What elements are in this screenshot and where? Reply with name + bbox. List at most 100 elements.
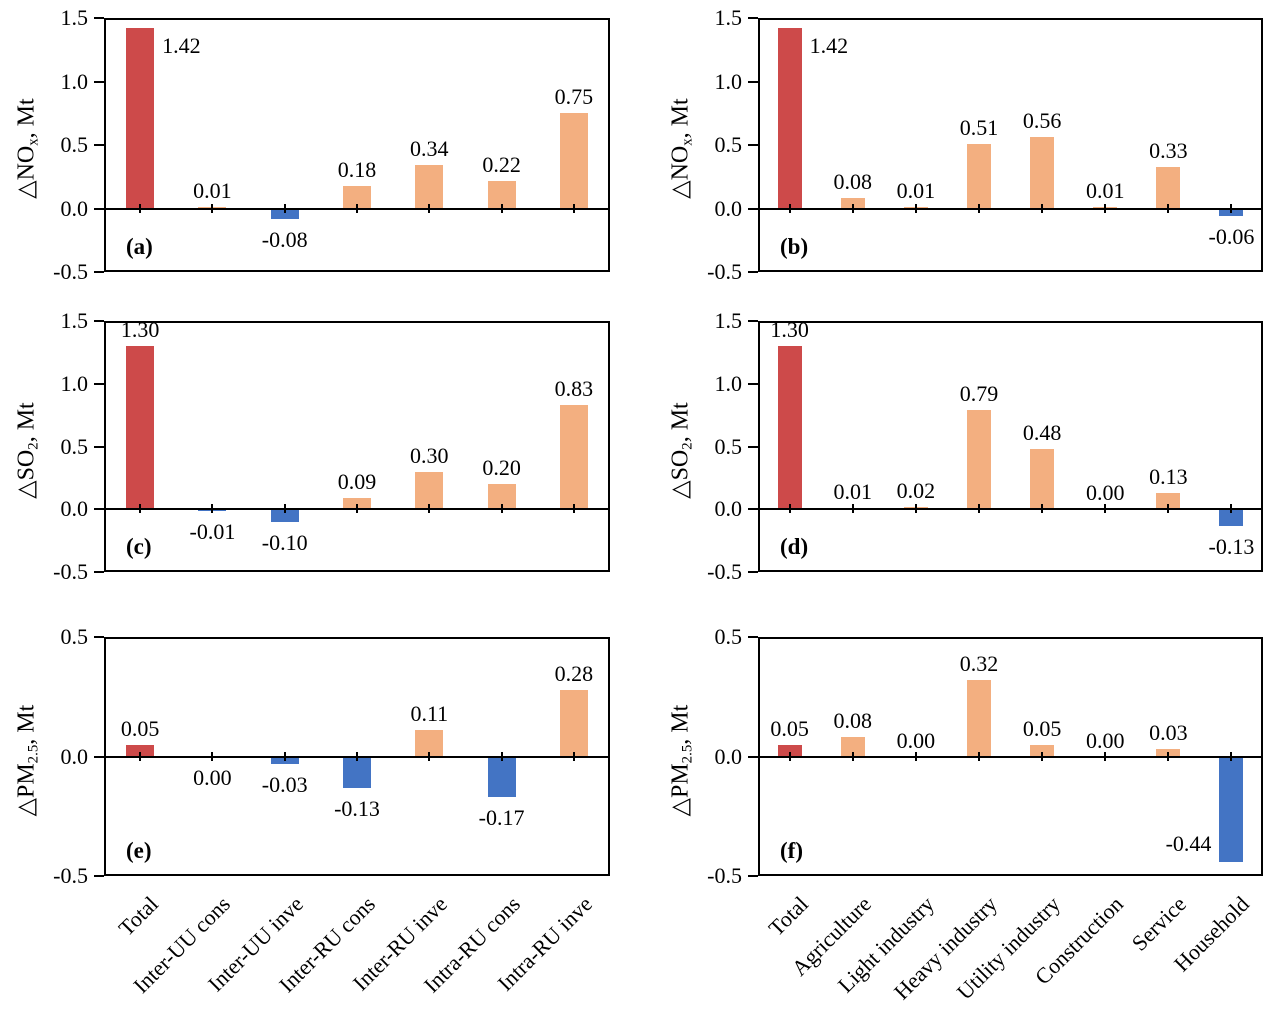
y-axis-label: △NOx, Mt [666, 0, 701, 299]
value-label: 0.05 [1022, 715, 1062, 741]
y-axis-label-prefix: △NO [667, 145, 694, 199]
y-axis-label-subscript: x [679, 138, 696, 146]
value-label: 1.30 [120, 317, 160, 343]
bar-total [777, 744, 802, 757]
y-axis-label-suffix: , Mt [13, 704, 40, 745]
y-tick-mark [748, 445, 758, 448]
y-tick-mark [94, 271, 104, 273]
y-tick-mark [748, 508, 758, 511]
bar-inter-ru-inve [415, 165, 444, 209]
value-label: 0.03 [1149, 720, 1188, 746]
zero-axis-line [758, 207, 1263, 210]
panel-letter: (e) [126, 838, 152, 863]
y-axis-label-suffix: , Mt [667, 98, 694, 139]
value-label: 0.08 [833, 708, 872, 734]
value-label: 0.22 [482, 151, 521, 177]
value-label: 0.09 [337, 468, 377, 494]
value-label: 0.51 [959, 114, 999, 140]
y-axis-label: △SO2, Mt [666, 300, 701, 600]
y-tick-mark [94, 207, 104, 210]
x-tick-mark [283, 751, 286, 761]
value-label: 0.30 [410, 442, 449, 468]
x-tick-mark [977, 203, 980, 213]
x-tick-mark [1041, 504, 1044, 514]
x-tick-mark [914, 751, 917, 761]
y-tick-mark [94, 80, 104, 83]
zero-axis-line [758, 755, 1263, 758]
x-tick-mark [1167, 504, 1170, 514]
bar-total [126, 744, 155, 757]
x-tick-mark [428, 203, 431, 213]
bar-total [126, 28, 155, 209]
bar-utility-industry [1030, 137, 1055, 209]
y-tick-label: 0.0 [60, 496, 89, 522]
value-label: 0.56 [1022, 108, 1062, 134]
x-tick-mark [851, 203, 854, 213]
y-axis-label-suffix: , Mt [13, 401, 40, 442]
y-tick-mark [748, 571, 758, 573]
x-tick-mark [428, 504, 431, 514]
value-label: 0.02 [896, 477, 936, 503]
x-tick-mark [1230, 504, 1233, 514]
y-tick-mark [94, 382, 104, 385]
y-axis-label-prefix: △SO [13, 449, 40, 499]
x-tick-mark [500, 504, 503, 514]
y-axis-label-suffix: , Mt [667, 401, 694, 442]
plot-box-c [104, 321, 610, 572]
y-axis-label-subscript: x [25, 138, 42, 146]
x-tick-mark [1104, 751, 1107, 761]
value-label: 0.01 [896, 178, 936, 204]
x-tick-mark [788, 203, 791, 213]
x-tick-mark [356, 504, 358, 514]
x-tick-mark [139, 504, 142, 514]
value-label: 0.01 [833, 478, 872, 504]
bar-total [126, 346, 155, 510]
y-axis-label: △PM2.5, Mt [666, 610, 701, 910]
y-tick-mark [748, 755, 758, 758]
bar-heavy-industry [966, 680, 991, 757]
bar-intra-ru-inve [559, 405, 588, 510]
value-label: -0.44 [1165, 830, 1212, 856]
value-label: 0.79 [959, 381, 999, 407]
x-tick-mark [139, 203, 142, 213]
plot-box-d [758, 321, 1263, 572]
y-axis-label-subscript: 2 [679, 441, 696, 450]
value-label: 0.34 [410, 136, 449, 162]
value-label: 0.00 [896, 727, 936, 753]
y-tick-label: -0.5 [707, 559, 742, 584]
value-label: 0.05 [120, 715, 160, 741]
y-tick-label: 0.5 [714, 433, 743, 459]
y-tick-label: 0.0 [60, 743, 89, 769]
y-axis-label: △SO2, Mt [12, 300, 47, 600]
value-label: 0.13 [1149, 463, 1188, 489]
value-label: -0.13 [334, 795, 380, 821]
x-tick-mark [1167, 751, 1170, 761]
value-label: 0.11 [410, 701, 449, 727]
value-label: 1.42 [809, 33, 849, 59]
value-label: -0.13 [1208, 533, 1255, 559]
bar-utility-industry [1030, 744, 1055, 757]
x-tick-mark [572, 751, 575, 761]
y-tick-label: -0.5 [53, 259, 88, 284]
x-tick-mark [1041, 203, 1044, 213]
bar-total [777, 346, 802, 510]
y-axis-label: △NOx, Mt [12, 0, 47, 299]
y-axis-label-prefix: △PM [13, 762, 40, 816]
value-label: -0.03 [261, 771, 308, 797]
bar-inter-ru-cons [343, 185, 371, 209]
value-label: 0.48 [1022, 420, 1062, 445]
y-axis-label-prefix: △PM [667, 762, 694, 816]
value-label: -0.08 [261, 226, 308, 252]
x-tick-mark [356, 203, 358, 213]
bar-intra-ru-inve [559, 689, 588, 757]
bar-agriculture [840, 198, 865, 209]
y-tick-mark [94, 17, 104, 19]
y-tick-mark [748, 636, 758, 638]
x-tick-mark [139, 751, 142, 761]
plot-box-b [758, 18, 1263, 272]
y-tick-mark [748, 320, 758, 322]
y-tick-label: 0.5 [60, 433, 89, 459]
x-tick-mark [977, 504, 980, 514]
y-tick-label: -0.5 [53, 863, 88, 888]
y-tick-label: 0.0 [714, 496, 743, 522]
